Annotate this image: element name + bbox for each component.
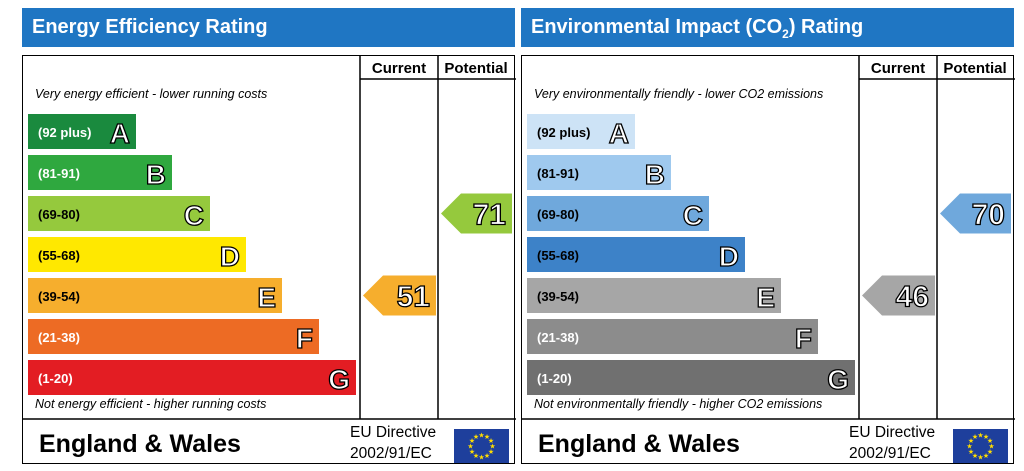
band-bar-f: [527, 319, 818, 354]
svg-text:★: ★: [467, 443, 473, 451]
svg-text:★: ★: [987, 437, 993, 445]
svg-text:★: ★: [966, 443, 972, 451]
current-column-header: Current: [372, 60, 426, 77]
svg-text:★: ★: [484, 433, 490, 441]
band-letter-b: B: [645, 159, 665, 190]
svg-text:★: ★: [478, 432, 484, 440]
svg-text:★: ★: [983, 452, 989, 460]
current-rating-value: 46: [896, 281, 929, 314]
band-bar-e: [527, 278, 781, 313]
svg-text:★: ★: [469, 437, 475, 445]
band-range-e: (39-54): [537, 289, 579, 304]
energy-efficiency-title: Energy Efficiency Rating: [22, 8, 515, 47]
band-range-d: (55-68): [537, 248, 579, 263]
svg-text:★: ★: [977, 432, 983, 440]
band-bar-a: [28, 114, 136, 149]
band-range-f: (21-38): [537, 330, 579, 345]
band-letter-g: G: [827, 364, 849, 395]
top-note: Very energy efficient - lower running co…: [35, 87, 267, 101]
footer-directive-line2: 2002/91/EC: [350, 445, 432, 462]
current-rating-value: 51: [397, 281, 430, 314]
band-letter-d: D: [719, 241, 739, 272]
svg-text:★: ★: [972, 452, 978, 460]
environmental-impact-svg: Current Potential Very environmentally fri…: [522, 56, 1015, 463]
band-range-a: (92 plus): [38, 125, 91, 140]
environmental-impact-panel: Environmental Impact (CO2) Rating Curren…: [521, 8, 1015, 464]
band-bar-c: [28, 196, 210, 231]
svg-text:★: ★: [968, 437, 974, 445]
svg-text:★: ★: [469, 448, 475, 456]
footer-region: England & Wales: [538, 430, 740, 458]
band-letter-g: G: [328, 364, 350, 395]
band-letter-a: A: [609, 118, 629, 149]
band-range-c: (69-80): [38, 207, 80, 222]
footer-directive-line1: EU Directive: [849, 424, 935, 441]
svg-text:★: ★: [489, 443, 495, 451]
environmental-impact-title: Environmental Impact (CO2) Rating: [521, 8, 1014, 47]
current-rating-arrow: [363, 275, 436, 316]
band-bar-d: [527, 237, 745, 272]
svg-text:★: ★: [972, 433, 978, 441]
svg-text:★: ★: [988, 443, 994, 451]
band-range-b: (81-91): [38, 166, 80, 181]
band-letter-d: D: [220, 241, 240, 272]
band-letter-b: B: [146, 159, 166, 190]
band-letter-c: C: [683, 200, 703, 231]
potential-rating-value: 71: [473, 199, 506, 232]
band-bar-b: [527, 155, 671, 190]
potential-rating-arrow: [441, 193, 512, 234]
svg-text:★: ★: [977, 454, 983, 462]
band-bar-c: [527, 196, 709, 231]
band-letter-f: F: [296, 323, 313, 354]
current-rating-arrow: [862, 275, 935, 316]
band-range-e: (39-54): [38, 289, 80, 304]
band-bar-f: [28, 319, 319, 354]
band-range-d: (55-68): [38, 248, 80, 263]
band-bar-e: [28, 278, 282, 313]
band-range-b: (81-91): [537, 166, 579, 181]
potential-rating-value: 70: [972, 199, 1005, 232]
svg-text:★: ★: [473, 433, 479, 441]
potential-column-header: Potential: [943, 60, 1006, 77]
svg-text:★: ★: [478, 454, 484, 462]
band-bar-g: [527, 360, 855, 395]
bottom-note: Not environmentally friendly - higher CO…: [534, 397, 822, 411]
footer-directive-line1: EU Directive: [350, 424, 436, 441]
band-range-c: (69-80): [537, 207, 579, 222]
svg-text:★: ★: [987, 448, 993, 456]
band-letter-e: E: [257, 282, 276, 313]
band-letter-e: E: [756, 282, 775, 313]
top-note: Very environmentally friendly - lower CO…: [534, 87, 823, 101]
energy-efficiency-chart: Current Potential Very energy efficient - …: [22, 55, 516, 464]
band-range-g: (1-20): [537, 371, 572, 386]
footer-directive-line2: 2002/91/EC: [849, 445, 931, 462]
band-range-f: (21-38): [38, 330, 80, 345]
svg-text:★: ★: [968, 448, 974, 456]
band-bar-a: [527, 114, 635, 149]
bottom-note: Not energy efficient - higher running co…: [35, 397, 266, 411]
footer-region: England & Wales: [39, 430, 241, 458]
svg-text:★: ★: [983, 433, 989, 441]
environmental-impact-chart: Current Potential Very environmentally fri…: [521, 55, 1015, 464]
band-range-a: (92 plus): [537, 125, 590, 140]
svg-text:★: ★: [484, 452, 490, 460]
svg-text:★: ★: [488, 437, 494, 445]
energy-efficiency-svg: Current Potential Very energy efficient - …: [23, 56, 516, 463]
energy-efficiency-panel: Energy Efficiency Rating Current Potentia…: [22, 8, 516, 464]
current-column-header: Current: [871, 60, 925, 77]
band-letter-a: A: [110, 118, 130, 149]
band-letter-c: C: [184, 200, 204, 231]
eu-flag-icon: ★ ★★★★★★★★★★★: [454, 429, 509, 463]
band-range-g: (1-20): [38, 371, 73, 386]
svg-text:★: ★: [473, 452, 479, 460]
svg-text:★: ★: [488, 448, 494, 456]
potential-column-header: Potential: [444, 60, 507, 77]
potential-rating-arrow: [940, 193, 1011, 234]
band-bar-g: [28, 360, 356, 395]
band-bar-d: [28, 237, 246, 272]
band-letter-f: F: [795, 323, 812, 354]
eu-flag-icon: ★ ★★★★★★★★★★★: [953, 429, 1008, 463]
band-bar-b: [28, 155, 172, 190]
